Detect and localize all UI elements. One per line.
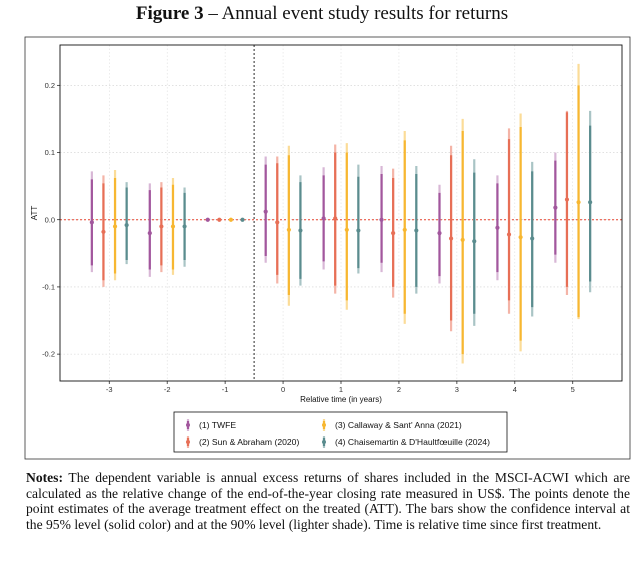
y-tick-label: -0.1 [42, 283, 55, 292]
legend-label: (3) Callaway & Sant' Anna (2021) [335, 420, 462, 430]
point-estimate [553, 205, 558, 210]
x-tick-label: 5 [571, 385, 575, 394]
x-tick-label: 1 [339, 385, 343, 394]
point-estimate [159, 224, 164, 229]
point-estimate [576, 200, 581, 205]
point-estimate [472, 239, 477, 244]
point-estimate [437, 231, 442, 236]
point-estimate [112, 224, 118, 229]
point-estimate [170, 224, 176, 229]
point-estimate [217, 217, 222, 222]
point-estimate [356, 228, 361, 233]
point-estimate [240, 217, 245, 222]
figure-title: Figure 3 – Annual event study results fo… [0, 3, 644, 25]
x-tick-label: 4 [513, 385, 517, 394]
figure-label: Figure 3 [135, 3, 204, 24]
y-tick-label: 0.1 [45, 148, 55, 157]
x-axis-label: Relative time (in years) [300, 395, 382, 404]
x-tick-label: -3 [106, 385, 113, 394]
point-estimate [89, 220, 94, 225]
figure-notes: Notes: The dependent variable is annual … [26, 470, 630, 533]
figure-title-text: Annual event study results for returns [221, 3, 509, 24]
event-study-chart: -0.2 -0.1 0.0 0.1 0.2 -3 -2 -1 0 1 2 3 4 5 Relative ti… [24, 36, 631, 460]
point-estimate [182, 224, 187, 229]
point-estimate [333, 216, 338, 221]
x-tick-label: 0 [281, 385, 285, 394]
point-estimate [506, 232, 512, 237]
point-estimate [124, 222, 129, 228]
x-tick-label: -2 [164, 385, 171, 394]
legend-key-point [186, 423, 190, 427]
point-estimate [414, 228, 419, 233]
figure-separator: – [208, 3, 218, 24]
notes-text: The dependent variable is annual excess … [26, 470, 631, 533]
y-tick-label: 0.2 [45, 81, 55, 90]
point-estimate [205, 217, 210, 222]
point-estimate [275, 220, 280, 225]
y-axis-label: ATT [30, 206, 39, 221]
legend-label: (1) TWFE [199, 420, 236, 430]
point-estimate [101, 229, 106, 234]
point-estimate [298, 228, 303, 233]
point-estimate [530, 236, 535, 241]
point-estimate [564, 197, 570, 202]
point-estimate [402, 227, 407, 232]
x-tick-label: -1 [222, 385, 229, 394]
legend-box [173, 411, 508, 453]
point-estimate [263, 209, 268, 214]
y-tick-label: -0.2 [42, 350, 55, 359]
point-estimate [344, 227, 349, 232]
point-estimate [228, 217, 234, 222]
point-estimate [448, 236, 454, 241]
x-tick-label: 3 [455, 385, 459, 394]
legend-key-point [186, 440, 190, 444]
point-estimate [518, 235, 523, 240]
legend-key-point [322, 423, 326, 427]
legend-label: (2) Sun & Abraham (2020) [199, 437, 299, 447]
point-estimate [321, 216, 326, 221]
point-estimate [391, 231, 396, 236]
point-estimate [286, 227, 291, 232]
point-estimate [379, 217, 384, 222]
x-tick-label: 2 [397, 385, 401, 394]
point-estimate [588, 200, 593, 205]
y-tick-label: 0.0 [45, 215, 55, 224]
legend-label: (4) Chaisemartin & D'Haultfœuille (2024) [335, 437, 490, 447]
point-estimate [460, 237, 465, 242]
legend-key-point [322, 440, 326, 444]
notes-label: Notes: [26, 470, 63, 485]
point-estimate [495, 225, 500, 230]
point-estimate [147, 231, 152, 236]
